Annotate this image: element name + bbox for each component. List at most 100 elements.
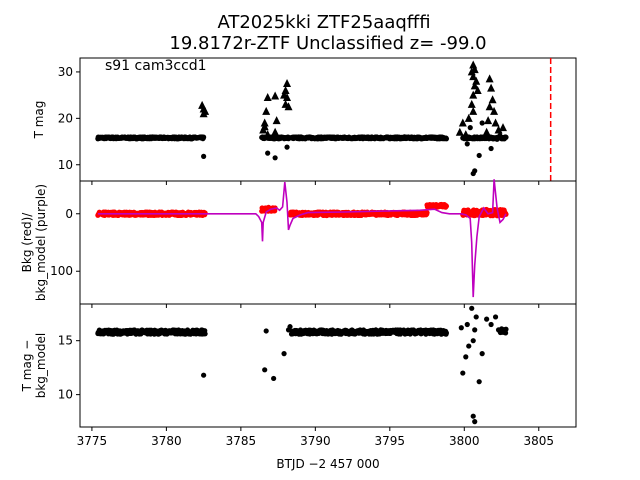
panel-frame: [79, 180, 577, 305]
middle-panel-background: 0 100 Bkg (red)/bkg_model (purple): [20, 179, 577, 308]
upper-limit-marker: [260, 122, 269, 131]
panel-frame: [79, 303, 577, 428]
data-point: [201, 134, 207, 140]
data-point: [503, 134, 509, 140]
data-point: [473, 314, 479, 320]
upper-limit-marker: [280, 90, 289, 99]
data-point: [265, 150, 271, 156]
data-point: [202, 331, 208, 337]
upper-limit-marker: [198, 100, 207, 109]
top-panel-magnitude: 10 20 30 T mag: [32, 57, 577, 185]
data-point: [262, 367, 268, 373]
upper-limit-marker: [485, 74, 494, 83]
data-point: [470, 338, 476, 344]
upper-limit-marker: [473, 85, 482, 94]
upper-limit-marker: [469, 72, 478, 81]
data-point: [201, 153, 207, 159]
upper-limit-marker: [201, 106, 210, 115]
y-tick-label: 100: [50, 264, 73, 278]
upper-limit-marker: [470, 81, 479, 90]
plot-area: [95, 60, 509, 177]
upper-limit-marker: [490, 106, 499, 115]
data-point: [443, 330, 450, 336]
x-tick-label: 3795: [375, 434, 406, 448]
data-point: [492, 314, 499, 320]
upper-limit-marker: [464, 113, 473, 122]
upper-limit-marker: [467, 99, 476, 108]
y-tick-label: 0: [65, 207, 73, 221]
y-tick-label: 20: [58, 111, 73, 125]
data-point: [472, 419, 478, 425]
x-tick-label: 3775: [77, 434, 108, 448]
y-axis-label: bkg_model: [34, 333, 48, 399]
upper-limit-marker: [263, 92, 272, 101]
upper-limit-marker: [469, 106, 478, 115]
title-line-2: 19.8172r-ZTF Unclassified z= -99.0: [169, 33, 486, 54]
y-axis-label: T mag −: [20, 340, 34, 393]
upper-limit-marker: [467, 67, 476, 76]
data-point: [443, 203, 450, 209]
upper-limit-marker: [262, 106, 271, 115]
upper-limit-marker: [461, 130, 470, 139]
x-tick-label: 3785: [226, 434, 257, 448]
upper-limit-marker: [272, 116, 281, 125]
data-point: [488, 145, 494, 152]
data-point: [467, 125, 473, 131]
upper-limit-marker: [281, 85, 290, 94]
bkg-model-line: [97, 179, 507, 298]
upper-limit-marker: [482, 127, 491, 136]
data-point: [464, 141, 470, 147]
upper-limit-marker: [469, 90, 478, 99]
upper-limit-marker: [271, 91, 280, 100]
data-point: [460, 370, 466, 376]
upper-limit-marker: [283, 79, 292, 88]
data-point: [466, 343, 472, 349]
y-tick-label: 30: [58, 65, 73, 79]
title-line-1: AT2025kki ZTF25aaqfffi: [217, 12, 430, 33]
upper-limit-marker: [496, 130, 505, 139]
bottom-panel-corrected-mag: 10 15 3775 3780 3785 3790 3795 3800 3805 T mag − b…: [20, 303, 577, 448]
data-point: [488, 321, 494, 328]
upper-limit-marker: [458, 118, 467, 127]
data-point: [284, 144, 290, 150]
data-point: [272, 155, 278, 161]
x-axis-label: BTJD −2 457 000: [276, 457, 379, 471]
upper-limit-marker: [488, 95, 497, 104]
upper-limit-marker: [284, 102, 293, 111]
data-point: [287, 324, 293, 330]
x-tick-label: 3805: [523, 434, 554, 448]
upper-limit-marker: [455, 127, 464, 136]
y-tick-label: 15: [58, 334, 73, 348]
upper-limit-marker: [484, 116, 493, 125]
y-axis-label: bkg_model (purple): [34, 184, 48, 301]
data-point: [479, 351, 485, 357]
data-point: [458, 325, 464, 331]
upper-limit-marker: [469, 60, 478, 69]
data-point: [484, 316, 490, 322]
data-point: [472, 327, 478, 333]
data-point: [443, 136, 450, 142]
y-axis-label: T mag: [32, 101, 46, 140]
upper-limit-marker: [499, 123, 508, 132]
data-point: [476, 152, 482, 159]
upper-limit-marker: [485, 102, 494, 111]
data-point: [476, 379, 482, 385]
upper-limit-marker: [271, 127, 280, 136]
data-point: [201, 372, 207, 378]
data-point: [503, 326, 509, 332]
plot-area: [95, 179, 509, 298]
y-tick-label: 10: [58, 388, 73, 402]
upper-limit-marker: [263, 130, 272, 139]
data-point: [464, 321, 470, 328]
x-tick-label: 3800: [449, 434, 480, 448]
upper-limit-marker: [487, 83, 496, 92]
data-point: [263, 328, 269, 334]
upper-limit-marker: [491, 118, 500, 127]
x-tick-label: 3790: [300, 434, 331, 448]
plot-area: [95, 305, 509, 425]
y-axis-label: Bkg (red)/: [20, 212, 34, 273]
data-point: [271, 375, 277, 382]
sector-camera-annotation: s91 cam3ccd1: [105, 58, 207, 74]
panel-frame: [79, 57, 577, 182]
